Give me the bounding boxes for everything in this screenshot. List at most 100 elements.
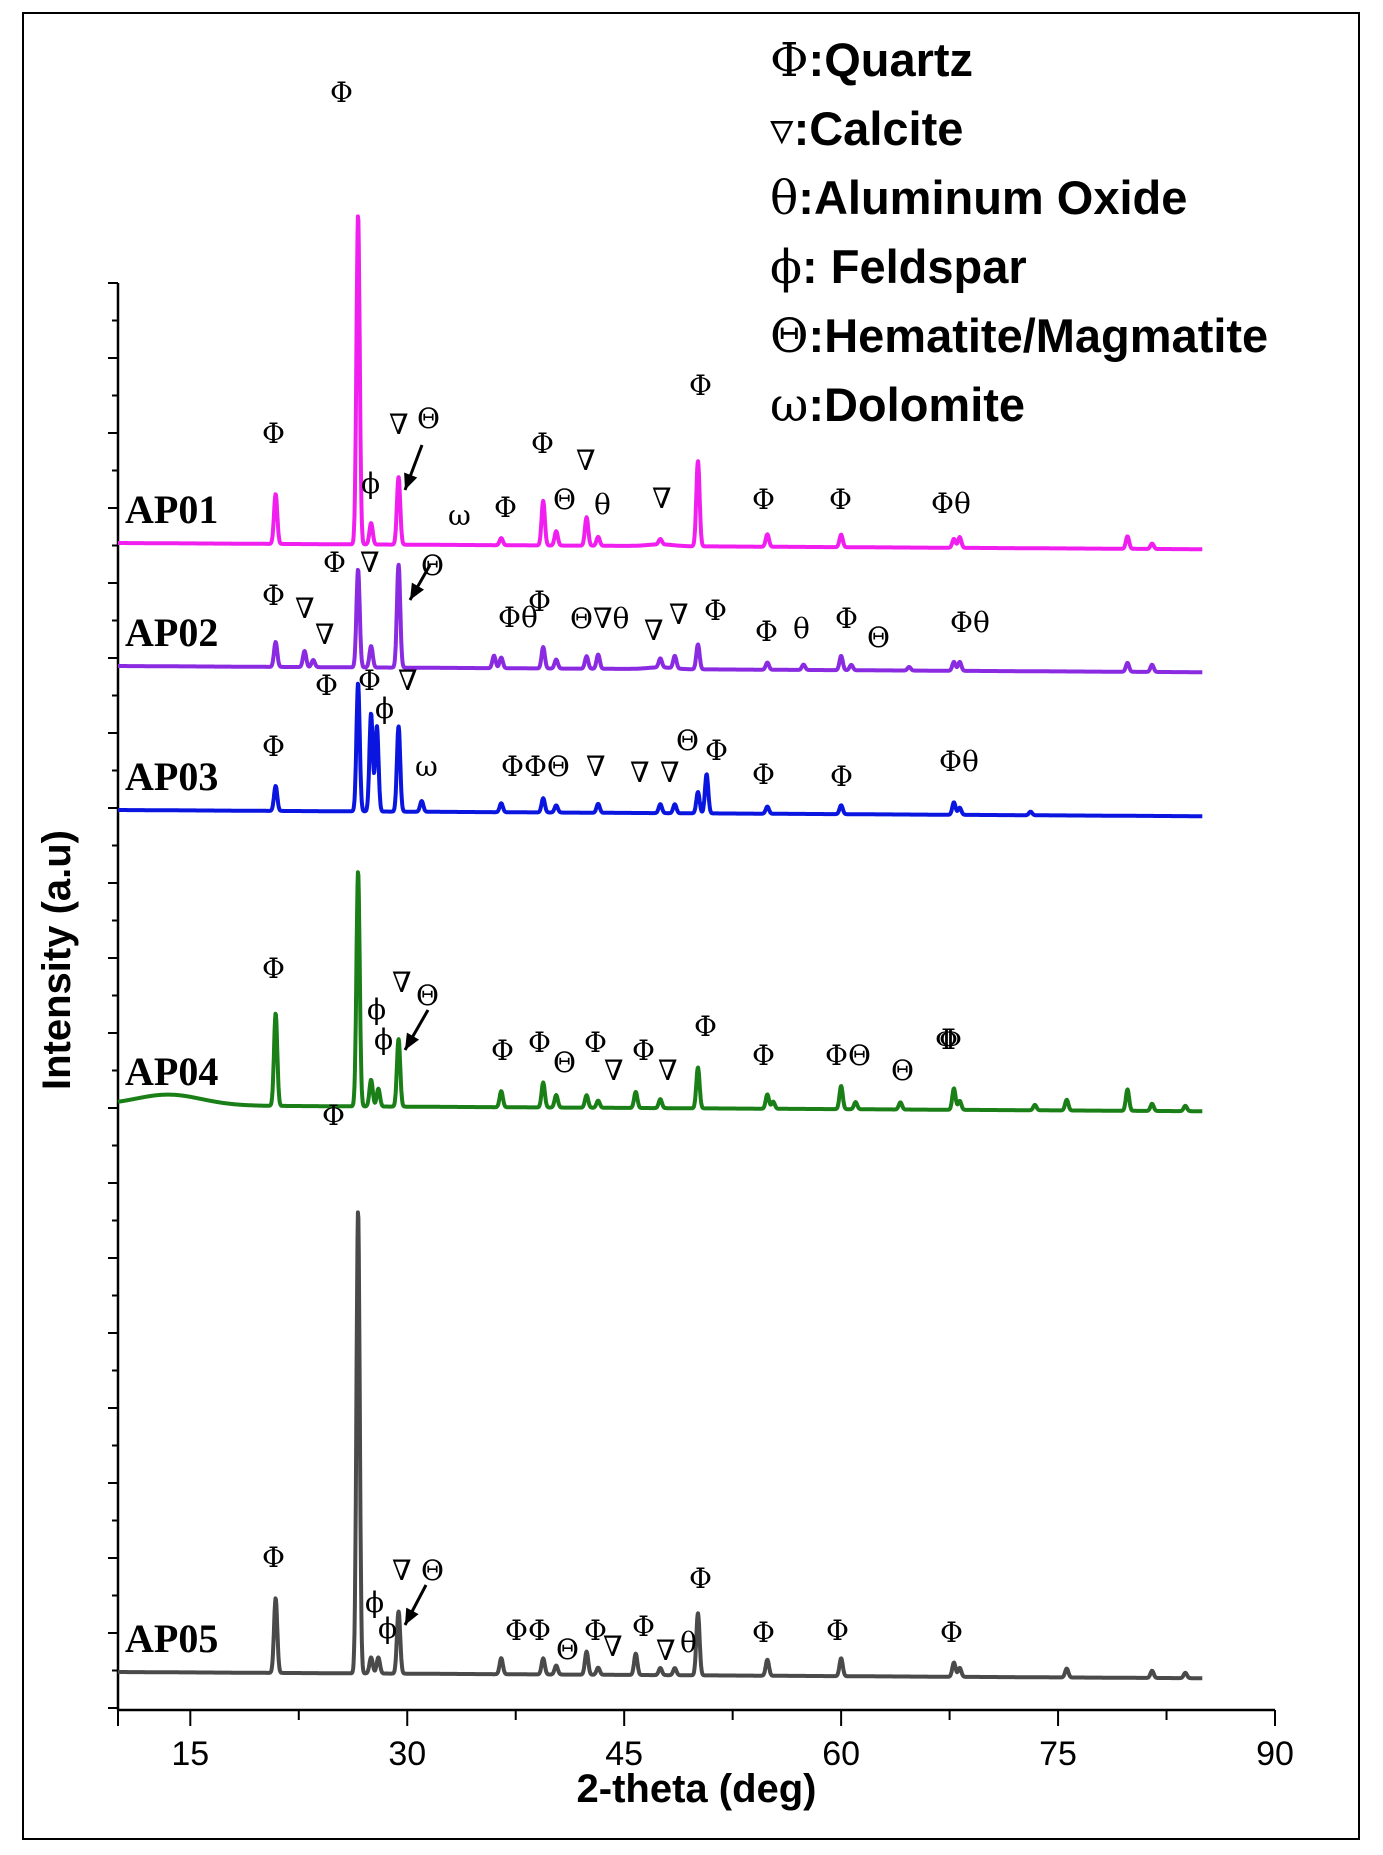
peak-label: Φ [262, 579, 285, 612]
series-line [116, 681, 1204, 819]
peak-label: Φ [689, 369, 712, 402]
peak-label: Θ [556, 1633, 579, 1666]
peak-label: Φ [322, 1099, 345, 1132]
peak-label: Φ [694, 1010, 717, 1043]
x-tick-label: 30 [388, 1735, 426, 1773]
peak-label: Θ [416, 979, 439, 1012]
series-line [116, 214, 1204, 552]
legend-item-quartz: Φ:Quartz [770, 26, 1268, 95]
series-label: AP02 [125, 610, 218, 655]
legend-item-dolomite: ω:Dolomite [770, 371, 1268, 440]
peak-label: ∇ [315, 618, 335, 651]
legend-symbol: θ [770, 171, 799, 226]
peak-label: Φ [704, 594, 727, 627]
peak-label: Φ [835, 602, 858, 635]
peak-label: Φ [632, 1610, 655, 1643]
y-axis-label: Intensity (a.u) [35, 830, 79, 1090]
peak-label: Θ [676, 724, 699, 757]
peak-label: ∇ [660, 756, 680, 789]
legend-symbol: Φ [770, 33, 809, 88]
peak-label: ∇ [398, 664, 418, 697]
series-ap03: AP03 [116, 681, 1204, 819]
peak-label: ∇ [392, 1554, 412, 1587]
peak-label: Φ [632, 1034, 655, 1067]
peak-label: Φ [584, 1026, 607, 1059]
peak-label: Φθ [931, 487, 971, 520]
legend-item-hematite: Θ:Hematite/Magmatite [770, 302, 1268, 371]
peak-label: ΦΘ [825, 1039, 871, 1072]
peak-label: ∇ [658, 1054, 678, 1087]
peak-label: Θ [867, 621, 890, 654]
peak-label: ∇ [586, 750, 606, 783]
peak-label: ∇ [652, 482, 672, 515]
series-ap04: AP04 [116, 870, 1204, 1114]
series-line [116, 1210, 1204, 1681]
peak-label: Φ [829, 483, 852, 516]
legend-symbol: Θ [770, 309, 809, 364]
peak-label: Φ [528, 1026, 551, 1059]
arrow-head [405, 1607, 419, 1625]
peak-label: ∇ [669, 598, 689, 631]
peak-label: Φ [531, 427, 554, 460]
peak-label: Φ [494, 491, 517, 524]
peak-label: ϕ [361, 467, 380, 500]
peak-label: ∇ [576, 444, 596, 477]
peak-label: Φ [262, 730, 285, 763]
x-tick-label: 15 [171, 1735, 209, 1773]
peak-label: ϕ [378, 1612, 397, 1645]
peak-label: Θ [891, 1054, 914, 1087]
peak-label: ∇ [644, 614, 664, 647]
legend-symbol: ▿ [770, 102, 794, 157]
x-tick-label: 75 [1039, 1735, 1077, 1773]
series-ap01: AP01 [116, 214, 1204, 552]
peak-label: Φθ [498, 601, 538, 634]
peak-label: Φ [491, 1034, 514, 1067]
peak-label: Φ [262, 417, 285, 450]
series-ap02: AP02 [116, 562, 1204, 675]
series-label: AP05 [125, 1616, 218, 1661]
peak-label: ∇ [656, 1634, 676, 1667]
legend-text: :Quartz [808, 33, 974, 86]
peak-label: ϕ [367, 993, 386, 1026]
peak-label: Φ [939, 1023, 962, 1056]
legend: Φ:Quartz ▿:Calcite θ:Aluminum Oxide ϕ: F… [770, 26, 1268, 440]
peak-label: Φ [940, 1616, 963, 1649]
legend-text: :Aluminum Oxide [798, 171, 1188, 224]
peak-label: Φ [315, 669, 338, 702]
peak-label: Φ [330, 76, 353, 109]
peak-label: Φ [262, 952, 285, 985]
peak-label: Φ [755, 615, 778, 648]
peak-label: ΦΦΘ [501, 750, 570, 783]
legend-symbol: ϕ [770, 240, 803, 295]
arrow-head [410, 582, 425, 600]
legend-text: :Hematite/Magmatite [808, 309, 1269, 362]
peak-label: Φ [830, 760, 853, 793]
peak-label: Φ [689, 1562, 712, 1595]
peak-label: ∇ [295, 592, 315, 625]
arrow-head [404, 472, 418, 490]
peak-label: Θ [421, 1554, 444, 1587]
peak-label: Φ [528, 585, 551, 618]
peak-label: Φ [705, 734, 728, 767]
peak-label: ϕ [374, 1023, 393, 1056]
peak-label: ∇ [604, 1054, 624, 1087]
peak-label: ∇ [360, 546, 380, 579]
legend-symbol: ω [770, 378, 809, 433]
series-label: AP04 [125, 1049, 218, 1094]
legend-item-calcite: ▿:Calcite [770, 95, 1268, 164]
x-tick-label: 90 [1256, 1735, 1294, 1773]
peak-label: Θ [421, 549, 444, 582]
peak-label: ∇ [630, 756, 650, 789]
peak-label: Φ [752, 758, 775, 791]
peak-label: θ [793, 612, 810, 645]
peak-label: Φ [935, 1023, 958, 1056]
figure-frame [22, 12, 1360, 1840]
peak-label: Φ [584, 1614, 607, 1647]
x-tick-label: 45 [605, 1735, 643, 1773]
series-label: AP03 [125, 754, 218, 799]
legend-text: :Dolomite [808, 378, 1026, 431]
peak-label: θ [680, 1626, 697, 1659]
series-line [116, 870, 1204, 1114]
legend-item-aluminum-oxide: θ:Aluminum Oxide [770, 164, 1268, 233]
